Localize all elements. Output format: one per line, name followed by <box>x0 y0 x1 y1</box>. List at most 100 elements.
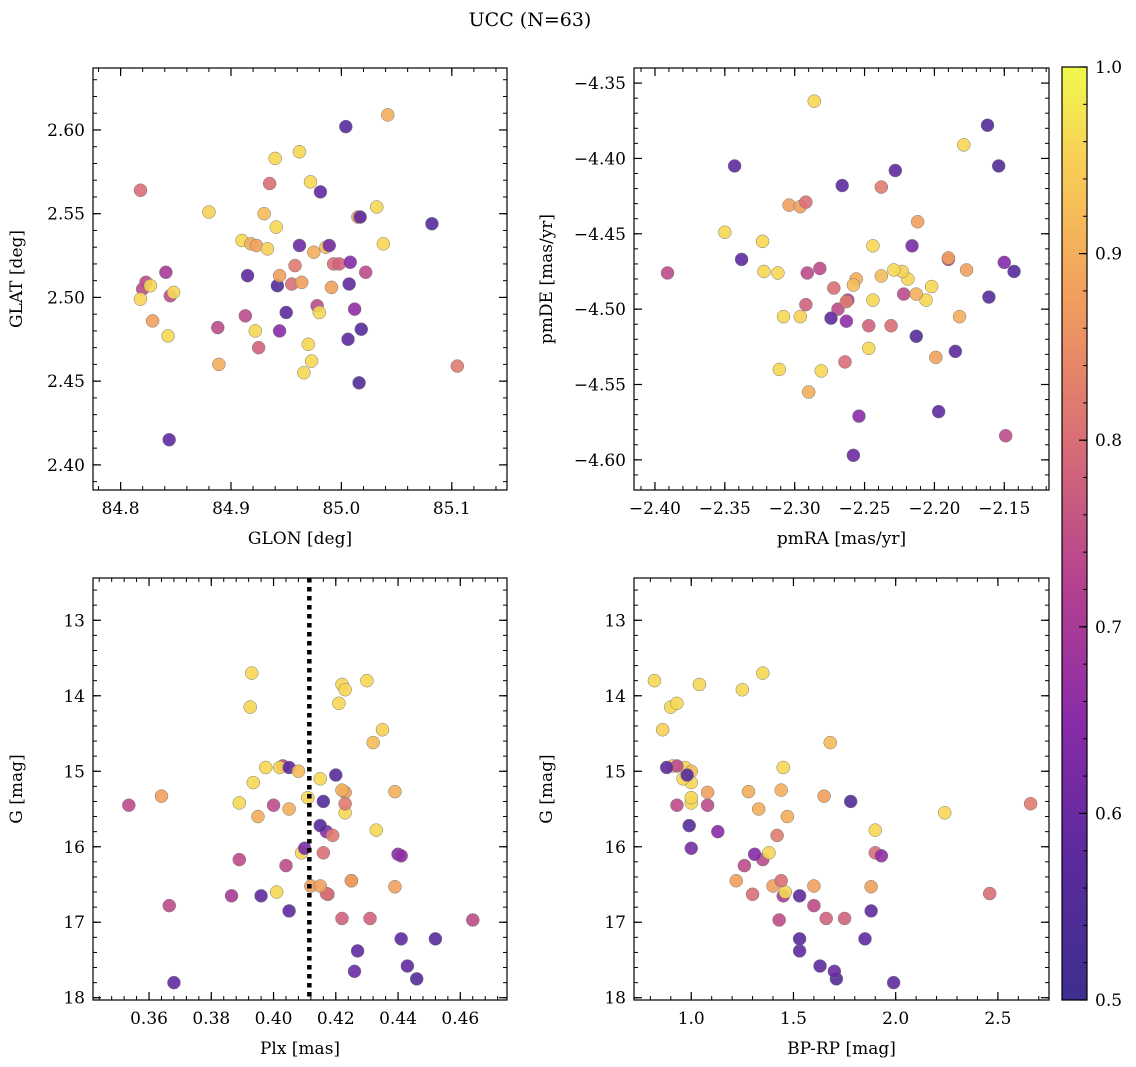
data-point <box>335 783 349 797</box>
data-point <box>161 329 175 343</box>
data-point <box>301 337 316 352</box>
data-point <box>755 234 770 249</box>
data-point <box>909 329 924 344</box>
data-point <box>313 772 327 786</box>
data-point <box>269 885 284 899</box>
data-point <box>734 252 749 267</box>
data-point <box>931 404 946 419</box>
data-point <box>259 760 273 775</box>
x-axis-label: pmRA [mas/yr] <box>777 529 906 549</box>
data-point <box>145 314 160 328</box>
data-point <box>757 264 771 279</box>
data-point <box>133 292 148 306</box>
y-tick-label: 13 <box>604 611 626 631</box>
data-point <box>817 789 831 803</box>
data-point <box>792 889 807 903</box>
x-axis-label: GLON [deg] <box>248 529 352 549</box>
points <box>122 666 480 990</box>
data-point <box>910 214 925 229</box>
data-point <box>776 309 791 324</box>
minor-ticks <box>93 578 507 1000</box>
y-tick-label: 16 <box>604 838 626 858</box>
x-tick-label: 85.1 <box>433 499 471 519</box>
data-point <box>313 818 327 833</box>
data-point <box>325 828 340 843</box>
data-point <box>957 138 971 152</box>
data-point <box>874 849 889 863</box>
data-point <box>846 278 861 292</box>
data-point <box>824 311 838 325</box>
data-point <box>166 285 181 300</box>
data-point <box>243 700 257 714</box>
data-point <box>466 913 480 927</box>
y-tick-label: 2.40 <box>47 456 85 476</box>
data-point <box>254 889 268 903</box>
data-point <box>838 355 852 369</box>
y-tick-label: −4.55 <box>574 376 626 396</box>
data-point <box>780 809 795 824</box>
data-point <box>741 784 756 799</box>
data-point <box>858 932 872 946</box>
data-point <box>122 798 136 812</box>
data-point <box>718 225 732 240</box>
y-tick-label: −4.60 <box>574 451 626 471</box>
data-point <box>905 239 919 253</box>
data-point <box>682 818 696 833</box>
data-point <box>369 823 384 837</box>
data-point <box>338 682 352 697</box>
data-point <box>684 841 698 856</box>
data-point <box>358 265 373 280</box>
data-point <box>1007 264 1021 279</box>
data-point <box>262 176 277 191</box>
data-point <box>896 287 911 301</box>
panels: 84.8 84.9 85.0 85.1 2.40 2.45 2.50 2.55 2.60 GLON… <box>7 67 1050 1059</box>
data-point <box>202 205 216 219</box>
data-point <box>884 318 898 333</box>
x-tick-label: −2.35 <box>699 499 751 519</box>
y-tick-label: 18 <box>604 989 626 1009</box>
data-point <box>813 261 827 276</box>
y-tick-label: 15 <box>604 762 626 782</box>
data-point <box>388 784 402 799</box>
data-point <box>670 696 684 711</box>
data-point <box>948 344 963 359</box>
y-tick-label: 2.50 <box>47 288 85 308</box>
data-point <box>770 828 784 843</box>
y-tick-label: −4.35 <box>574 74 626 94</box>
data-point <box>272 324 287 338</box>
data-point <box>799 297 813 312</box>
data-point <box>807 898 821 913</box>
data-point <box>257 206 271 221</box>
colorbar: 0.5 0.6 0.7 0.8 0.9 1.0 <box>1061 58 1122 1011</box>
axes-frame <box>633 67 1050 491</box>
data-point <box>807 879 821 893</box>
x-tick-label: 85.0 <box>322 499 360 519</box>
data-point <box>839 314 854 328</box>
x-tick-label: 84.8 <box>102 499 140 519</box>
y-tick-label: 14 <box>63 687 85 707</box>
data-point <box>919 293 933 307</box>
data-point <box>154 789 169 803</box>
data-point <box>909 287 924 301</box>
data-point <box>937 806 952 820</box>
x-tick-label: −2.30 <box>769 499 821 519</box>
data-point <box>852 409 866 423</box>
data-point <box>347 302 362 316</box>
data-point <box>751 802 766 816</box>
data-point <box>647 673 662 688</box>
data-point <box>279 305 293 320</box>
data-point <box>998 428 1013 443</box>
points <box>647 666 1038 990</box>
data-point <box>727 159 742 173</box>
data-point <box>238 309 253 323</box>
y-tick-label: 13 <box>63 611 85 631</box>
data-point <box>980 118 995 133</box>
data-point <box>692 677 707 692</box>
y-tick-label: 17 <box>63 913 85 933</box>
data-point <box>363 911 377 926</box>
data-point <box>375 722 390 737</box>
data-point <box>762 846 776 860</box>
x-tick-label: 2.0 <box>882 1009 909 1029</box>
data-point <box>266 798 281 812</box>
data-point <box>245 666 259 680</box>
